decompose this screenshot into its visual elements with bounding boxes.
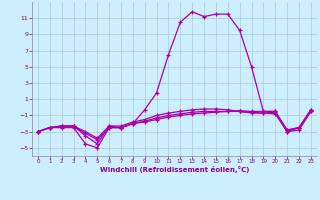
X-axis label: Windchill (Refroidissement éolien,°C): Windchill (Refroidissement éolien,°C) — [100, 166, 249, 173]
